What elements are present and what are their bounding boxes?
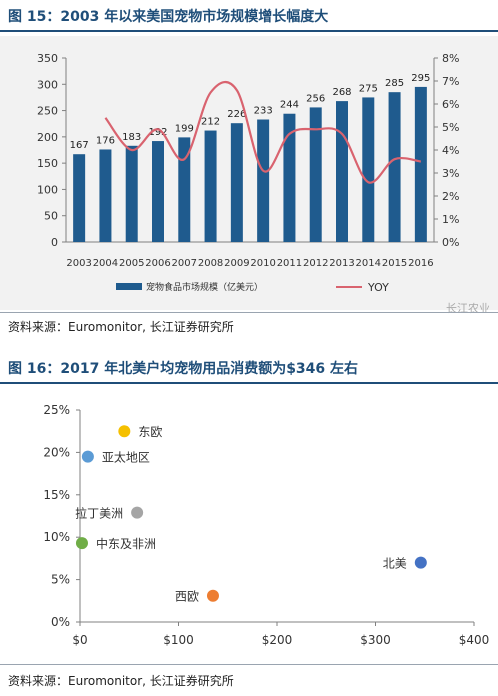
bar-value-label: 212 xyxy=(201,117,220,128)
watermark: 长江农业 xyxy=(446,302,490,315)
bar xyxy=(125,145,138,242)
bar-value-label: 256 xyxy=(306,93,325,104)
x-tick-label: 2010 xyxy=(250,258,275,269)
title-rule xyxy=(0,30,498,32)
y-tick-label: 0 xyxy=(51,236,58,249)
bar-value-label: 285 xyxy=(385,78,404,89)
y2-tick-label: 2% xyxy=(442,190,459,203)
bar xyxy=(230,123,243,242)
y-tick-label: 0% xyxy=(51,615,70,629)
x-tick-label: 2005 xyxy=(119,258,144,269)
x-tick-label: $400 xyxy=(459,633,490,647)
x-tick-label: 2008 xyxy=(198,258,223,269)
scatter-point xyxy=(206,589,219,602)
x-tick-label: 2014 xyxy=(356,258,381,269)
y2-tick-label: 7% xyxy=(442,75,459,88)
y-tick-label: 350 xyxy=(37,52,58,65)
y-tick-label: 200 xyxy=(37,131,58,144)
scatter-point xyxy=(81,450,94,463)
figure-16-title: 图 16：2017 年北美户均宠物用品消费额为$346 左右 xyxy=(8,361,359,377)
x-tick-label: $300 xyxy=(360,633,391,647)
x-tick-label: $200 xyxy=(262,633,293,647)
point-label: 西欧 xyxy=(175,590,199,604)
bar xyxy=(336,101,348,242)
x-tick-label: 2012 xyxy=(303,258,328,269)
bar xyxy=(204,130,217,242)
bar xyxy=(283,113,296,243)
bar-value-label: 176 xyxy=(96,135,115,146)
y-tick-label: 250 xyxy=(37,105,58,118)
y-tick-label: 50 xyxy=(44,210,58,223)
y-tick-label: 25% xyxy=(43,403,70,417)
scatter-chart: 0% 5% 10% 15% 20% 25% $0 $100 $200 $300 $400 东欧亚太地区… xyxy=(43,403,490,647)
y2-tick-label: 5% xyxy=(442,121,459,134)
bar xyxy=(99,149,112,242)
title-rule xyxy=(0,382,498,384)
figure-15-title: 图 15：2003 年以来美国宠物市场规模增长幅度大 xyxy=(8,9,329,25)
y-tick-label: 150 xyxy=(37,157,58,170)
point-label: 北美 xyxy=(383,557,407,571)
x-tick-label: $0 xyxy=(72,633,87,647)
legend-label-bars: 宠物食品市场规模（亿美元） xyxy=(146,281,263,293)
bar-value-label: 268 xyxy=(332,87,351,98)
y2-tick-label: 0% xyxy=(442,236,459,249)
y-tick-label: 5% xyxy=(51,573,70,587)
bar-value-label: 167 xyxy=(70,140,89,151)
x-tick-label: 2006 xyxy=(145,258,170,269)
bar xyxy=(178,137,191,242)
bar-value-label: 183 xyxy=(122,132,141,143)
source-note: 资料来源：Euromonitor, 长江证券研究所 xyxy=(8,674,234,688)
scatter-point xyxy=(118,425,131,438)
scatter-point xyxy=(75,537,88,550)
bar-value-label: 199 xyxy=(175,123,194,134)
bar xyxy=(362,97,375,242)
bar-value-label: 275 xyxy=(359,83,378,94)
bar-value-label: 244 xyxy=(280,100,299,111)
x-tick-label: 2011 xyxy=(277,258,302,269)
y2-tick-label: 1% xyxy=(442,213,459,226)
bar-line-chart: 0 50 100 150 200 250 300 350 0% 1% 2% 3% 4% 5% 6% 7% 8% 1… xyxy=(37,52,459,294)
y2-tick-label: 6% xyxy=(442,98,459,111)
bar xyxy=(414,86,427,242)
x-tick-label: 2007 xyxy=(172,258,197,269)
bar xyxy=(152,141,164,242)
x-tick-label: 2013 xyxy=(329,258,354,269)
y-tick-label: 300 xyxy=(37,78,58,91)
bar-value-label: 233 xyxy=(254,106,273,117)
point-label: 亚太地区 xyxy=(102,450,150,465)
y2-tick-label: 3% xyxy=(442,167,459,180)
bar xyxy=(73,154,86,242)
scatter-point xyxy=(131,506,144,519)
x-tick-label: 2016 xyxy=(408,258,433,269)
x-tick-label: 2003 xyxy=(66,258,91,269)
legend-swatch-bars xyxy=(116,283,142,290)
y2-tick-label: 8% xyxy=(442,52,459,65)
point-label: 中东及非洲 xyxy=(96,536,156,551)
bar xyxy=(257,119,270,242)
point-label: 拉丁美洲 xyxy=(75,506,123,521)
y-tick-label: 15% xyxy=(43,488,70,502)
legend-label-yoy: YOY xyxy=(367,281,389,294)
y-tick-label: 20% xyxy=(43,445,70,459)
x-tick-label: $100 xyxy=(163,633,194,647)
divider xyxy=(0,312,498,313)
y2-tick-label: 4% xyxy=(442,144,459,157)
divider xyxy=(0,664,498,665)
x-tick-label: 2004 xyxy=(93,258,118,269)
bar-value-label: 295 xyxy=(411,73,430,84)
point-label: 东欧 xyxy=(138,425,162,439)
source-note: 资料来源：Euromonitor, 长江证券研究所 xyxy=(8,320,234,334)
x-tick-label: 2015 xyxy=(382,258,407,269)
bar xyxy=(388,92,401,242)
y-tick-label: 10% xyxy=(43,530,70,544)
y-tick-label: 100 xyxy=(37,183,58,196)
scatter-point xyxy=(414,556,427,569)
bar xyxy=(309,107,322,242)
yoy-line xyxy=(104,81,422,184)
x-tick-label: 2009 xyxy=(224,258,249,269)
bar-value-label: 192 xyxy=(148,127,167,138)
bar-value-label: 226 xyxy=(227,109,246,120)
